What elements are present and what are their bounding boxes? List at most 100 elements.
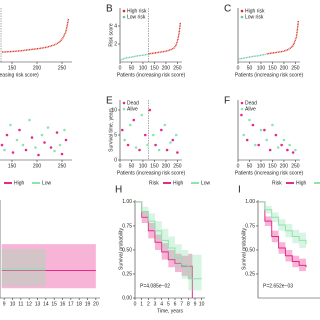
legend-label: Dead	[245, 100, 257, 106]
point	[257, 143, 260, 147]
point	[126, 143, 130, 147]
risk-curve	[1, 18, 70, 53]
point	[251, 123, 255, 127]
x-axis-label: Time, years	[157, 308, 183, 314]
x-tick-label: 8	[187, 301, 190, 307]
x-tick-label: 0	[237, 65, 240, 71]
x-tick-label: 200	[162, 65, 171, 71]
point	[40, 133, 44, 137]
risk-curve	[266, 20, 300, 55]
x-tick-label: 14	[43, 301, 49, 307]
panel-label: F	[224, 96, 230, 107]
point	[15, 138, 19, 142]
panel-label: B	[106, 4, 113, 15]
legend-swatch	[240, 9, 244, 13]
x-tick-label: 100	[257, 163, 266, 169]
point	[58, 143, 62, 147]
legend-label: Dead	[127, 100, 139, 106]
legend-label: Alive	[245, 106, 256, 112]
legend-swatch	[122, 9, 126, 13]
point	[263, 128, 266, 132]
legend-swatch	[240, 15, 244, 19]
x-tick-label: 200	[280, 163, 289, 169]
y-axis-label: Risk score	[108, 23, 114, 47]
legend-title: Risk	[272, 180, 282, 186]
risk-curve	[237, 53, 266, 60]
legend-label: High risk	[245, 8, 265, 14]
x-tick-label: 250	[291, 163, 300, 169]
point	[160, 128, 163, 132]
x-tick-label: 50	[129, 163, 135, 169]
confidence-band	[1, 244, 96, 289]
point	[294, 148, 297, 152]
p-value: P=4.085e−02	[140, 283, 170, 289]
point	[288, 143, 291, 147]
x-tick-label: 2	[147, 301, 150, 307]
x-tick-label: 12	[26, 301, 32, 307]
point	[0, 143, 4, 147]
point	[148, 108, 152, 112]
y-tick-label: 10	[111, 107, 117, 113]
x-tick-label: 50	[247, 65, 253, 71]
x-tick-label: 20	[93, 301, 99, 307]
confidence-band	[258, 201, 306, 253]
legend-swatch	[122, 101, 126, 105]
x-tick-label: 17	[68, 301, 74, 307]
point	[120, 128, 124, 132]
point	[34, 146, 37, 149]
panel-label: I	[238, 185, 241, 196]
x-tick-label: 10	[199, 301, 205, 307]
legend-swatch	[122, 107, 126, 111]
point	[291, 151, 295, 154]
y-tick-label: 2	[114, 41, 117, 47]
point	[5, 133, 9, 137]
point	[3, 148, 6, 152]
point	[259, 128, 263, 132]
x-tick-label: 18	[76, 301, 82, 307]
point	[60, 152, 64, 156]
point	[245, 138, 249, 142]
x-tick-label: 100	[139, 65, 148, 71]
x-tick-label: 3	[154, 301, 157, 307]
y-tick-label: 5	[114, 132, 117, 138]
x-tick-label: 200	[280, 65, 289, 71]
x-tick-label: 6	[174, 301, 177, 307]
point	[30, 136, 34, 139]
legend-swatch	[240, 101, 244, 105]
legend-label: Alive	[127, 106, 138, 112]
point	[53, 149, 56, 153]
point	[43, 141, 46, 144]
point	[21, 143, 25, 147]
point	[176, 151, 179, 154]
x-tick-label: 250	[58, 65, 67, 71]
point	[49, 146, 53, 149]
legend-label: High	[14, 180, 25, 186]
x-tick-label: 7	[180, 301, 183, 307]
point	[169, 141, 172, 144]
point	[138, 148, 141, 152]
x-tick-label: 0	[119, 163, 122, 169]
legend-label: High	[296, 180, 307, 186]
legend-label: Low	[42, 180, 52, 186]
x-tick-label: 150	[268, 163, 277, 169]
point	[11, 151, 15, 154]
y-tick-label: 0.25	[245, 271, 255, 277]
legend-label: Low	[201, 180, 211, 186]
x-tick-label: 15	[51, 301, 57, 307]
x-tick-label: 9	[194, 301, 197, 307]
legend-label: High risk	[127, 8, 147, 14]
x-tick-label: 250	[173, 65, 182, 71]
y-tick-label: 0.00	[122, 295, 132, 301]
point	[64, 138, 68, 142]
point	[265, 138, 269, 142]
x-tick-label: 13	[35, 301, 41, 307]
y-axis-label: Survival time, years	[108, 108, 114, 152]
point	[157, 148, 161, 152]
x-tick-label: 0	[134, 301, 137, 307]
risk-curve	[148, 22, 182, 55]
panel-label: H	[115, 185, 122, 196]
y-tick-label: 0.50	[122, 247, 132, 253]
x-tick-label: 200	[33, 65, 42, 71]
